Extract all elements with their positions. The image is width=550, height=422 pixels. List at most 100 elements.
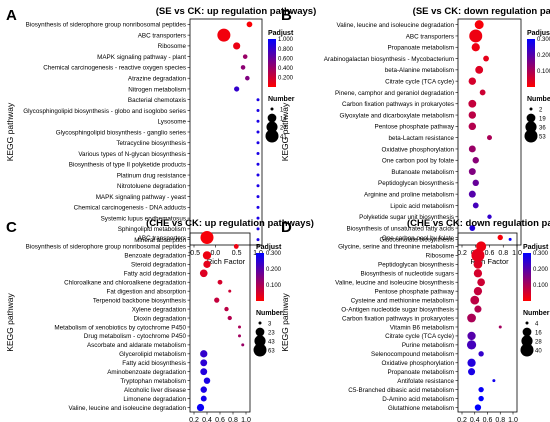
data-point [472,202,479,209]
number-legend-label: 27 [280,125,287,131]
x-tick-label: 0.2 [457,417,467,422]
data-point [474,20,484,30]
number-legend-dot [521,335,533,347]
plot-frame [189,18,263,246]
number-legend-dot [525,121,537,133]
category-label: Limonene degradation [123,396,186,403]
category-label: Sphingolipid metabolism [118,226,186,233]
category-label: Peptidoglycan biosynthesis [378,262,454,269]
y-axis-label: KEGG pathway [280,292,290,351]
data-point [256,130,260,134]
data-point [468,122,477,131]
padjust-tick-label: 0.300 [533,251,549,257]
data-point [467,331,476,341]
data-point [473,269,483,278]
padjust-tick-label: 1.000 [278,37,294,43]
data-point [217,28,231,42]
category-label: Oxidative phosphorylation [382,146,455,153]
data-point [256,173,260,177]
category-label: Peptidoglycan biosynthesis [378,180,454,187]
category-label: Arginine and proline metabolism [364,191,454,198]
data-point [471,43,480,52]
padjust-colorbar [268,39,276,87]
data-point [256,238,260,242]
category-label: Citrate cycle (TCA cycle) [385,78,454,85]
category-label: Glyoxylate and dicarboxylate metabolism [340,112,454,119]
panel-title: (SE vs CK: up regulation pathways) [156,6,316,17]
panel-letter: D [281,219,292,236]
x-axis-label: Rich Factor [470,257,509,266]
panel-b: B (SE vs CK: down regulation pathways) KEG… [280,6,550,266]
x-tick-label: 0.2 [189,417,199,422]
padjust-legend-title: Padjust [268,30,294,37]
data-point [467,313,476,323]
category-label: Lipoic acid metabolism [390,203,454,210]
data-point [478,351,484,357]
x-tick-label: 1.0 [241,417,251,422]
category-label: Arabinogalactan biosynthesis - Mycobacte… [324,56,454,63]
x-tick-label: 0.6 [485,250,495,257]
data-point [474,404,482,411]
category-label: Ribosome [426,253,455,260]
data-point [256,227,260,231]
x-tick-label: -0.5 [188,250,200,257]
data-point [256,98,260,102]
category-label: Nitrotoluene degradation [117,183,186,190]
data-point [471,248,485,262]
category-label: Biosynthesis of type II polyketide produ… [69,162,186,169]
category-label: Glycosphingolipid biosynthesis - globo a… [23,108,186,115]
category-label: Benzoate degradation [124,253,186,260]
data-point [469,29,483,43]
category-label: Bacterial chemotaxis [128,97,186,104]
category-label: Glutathione metabolism [388,405,454,412]
data-point [256,184,260,188]
number-legend-dot [526,113,536,123]
data-point [233,42,241,50]
padjust-tick-label: 0.400 [278,66,294,72]
number-legend-label: 36 [539,125,546,131]
category-label: Glycosphingolipid biosynthesis - ganglio… [56,129,186,136]
number-legend-label: 1 [280,107,284,113]
padjust-colorbar [527,39,535,87]
x-tick-label: 0.6 [215,417,225,422]
padjust-tick-label: 0.100 [537,69,550,75]
panel-a: A (SE vs CK: up regulation pathways) KEGG … [5,6,316,266]
category-label: Biosynthesis of siderophore group nonrib… [26,244,186,251]
data-point [238,334,241,338]
number-legend-label: 28 [535,339,542,345]
data-point [202,251,212,260]
data-point [200,230,214,244]
number-legend-title: Number [527,96,550,103]
panel-letter: C [6,219,17,236]
padjust-tick-label: 0.300 [537,37,550,43]
number-legend-dot [258,321,262,325]
category-label: C5-Branched dibasic acid metabolism [348,387,454,394]
category-label: ABC transporters [138,235,186,242]
data-point [233,244,239,249]
category-label: Valine, leucine and isoleucine degradati… [336,22,454,29]
category-label: Carbon fixation pathways in prokaryotes [342,315,454,322]
category-label: Steroid degradation [131,262,186,269]
number-legend-label: 40 [535,348,542,354]
x-axis-label: Rich Factor [207,257,246,266]
category-label: Fatty acid biosynthesis [122,360,186,367]
data-point [508,237,512,241]
category-label: One carbon pool by folate [382,235,455,242]
data-point [468,368,476,376]
x-tick-label: 1.0 [508,417,518,422]
padjust-tick-label: 0.100 [266,283,282,289]
data-point [479,89,486,96]
data-point [467,358,476,367]
category-label: Biosynthesis of unsaturated fatty acids [347,225,454,232]
category-label: Biosynthesis of nucleotide sugars [361,271,454,278]
padjust-tick-label: 0.200 [266,267,282,273]
x-tick-label: 0.6 [483,417,493,422]
data-point [256,119,260,123]
data-point [466,340,477,350]
category-label: Pentose phosphate pathway [375,288,455,295]
data-point [246,21,253,28]
category-label: Atrazine degradation [128,75,187,82]
data-point [468,145,476,153]
data-point [199,269,208,278]
